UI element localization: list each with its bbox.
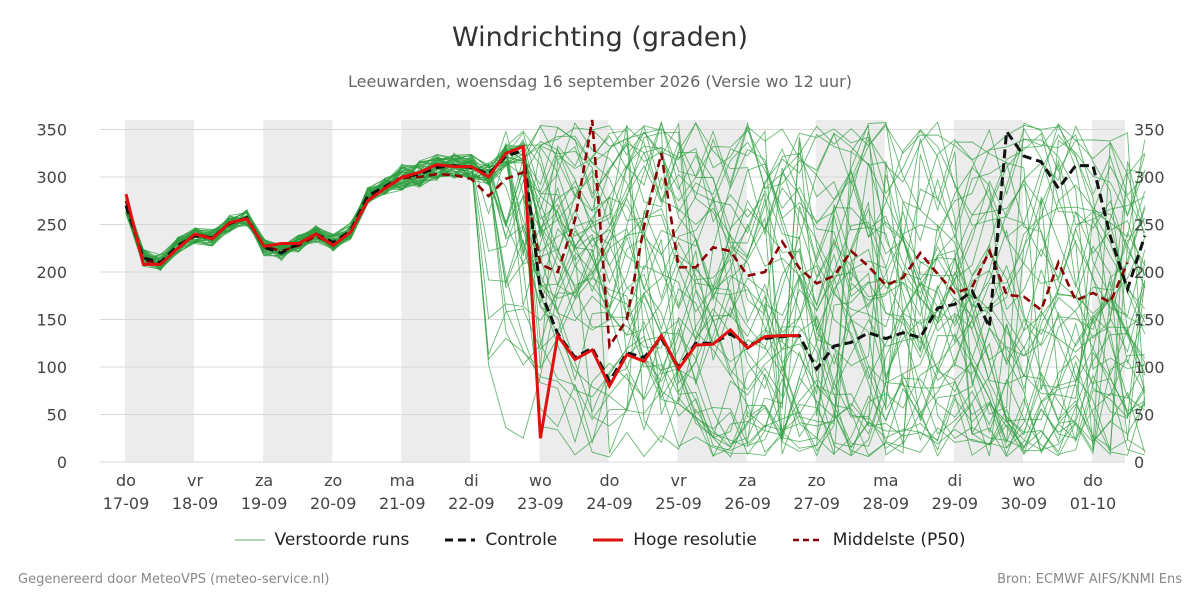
y-tick-label-left: 250	[36, 216, 67, 235]
x-tick-date: 01-10	[1070, 494, 1117, 513]
x-tick-day: za	[255, 471, 273, 490]
shade-17-09	[125, 120, 195, 462]
footer-generated-by: Gegenereerd door MeteoVPS (meteo-service…	[18, 572, 330, 587]
y-tick-label-right: 0	[1134, 453, 1144, 472]
ensemble-run-line	[125, 142, 1146, 443]
x-tick-date: 26-09	[724, 494, 771, 513]
grid-lines	[100, 129, 1125, 463]
x-tick-date: 29-09	[932, 494, 979, 513]
y-tick-label-right: 200	[1134, 263, 1165, 282]
x-tick-date: 17-09	[103, 494, 150, 513]
ensemble-run-line	[125, 145, 1146, 438]
main-series	[124, 119, 1147, 439]
x-tick-date: 19-09	[241, 494, 288, 513]
x-tick-day: do	[600, 471, 620, 490]
y-tick-label-right: 250	[1134, 216, 1165, 235]
chart-title: Windrichting (graden)	[451, 22, 749, 53]
legend-swatch-hires	[593, 538, 624, 542]
y-tick-label-left: 50	[47, 406, 67, 425]
x-tick-day: za	[739, 471, 757, 490]
y-tick-label-right: 100	[1134, 358, 1165, 377]
legend-label-hires: Hoge resolutie	[633, 530, 757, 550]
x-tick-day: di	[464, 471, 479, 490]
y-axis-right: 0 50 100 150 200 250 300 350	[1134, 121, 1165, 473]
series-median-line	[124, 119, 1129, 351]
x-tick-date: 24-09	[586, 494, 633, 513]
y-tick-label-left: 350	[36, 121, 67, 140]
x-tick-day: vr	[671, 471, 687, 490]
x-tick-day: di	[948, 471, 963, 490]
legend-label-control: Controle	[485, 530, 558, 550]
x-tick-date: 25-09	[655, 494, 702, 513]
x-axis: do 17-09 vr 18-09 za 19-09 zo 20-09 ma 21-09 di 22-…	[103, 471, 1116, 513]
x-tick-day: wo	[1012, 471, 1035, 490]
y-tick-label-left: 150	[36, 311, 67, 330]
y-axis-left: 0 50 100 150 200 250 300 350	[36, 121, 67, 473]
ensemble-run-line	[125, 124, 1146, 452]
x-tick-date: 21-09	[379, 494, 426, 513]
x-tick-day: zo	[324, 471, 342, 490]
ensemble-run-line	[125, 122, 1146, 458]
ensemble-run-line	[125, 129, 1146, 452]
x-tick-day: ma	[873, 471, 898, 490]
x-tick-date: 23-09	[517, 494, 564, 513]
legend-item-control: Controle	[445, 530, 557, 550]
y-tick-label-left: 100	[36, 358, 67, 377]
y-tick-label-left: 200	[36, 263, 67, 282]
legend-swatch-control	[445, 538, 476, 542]
x-tick-date: 22-09	[448, 494, 495, 513]
ensemble-run-line	[125, 160, 1146, 452]
footer-source: Bron: ECMWF AIFS/KNMI Ens	[997, 572, 1182, 587]
x-tick-day: do	[1083, 471, 1103, 490]
x-tick-date: 30-09	[1001, 494, 1048, 513]
ensemble-run-line	[125, 146, 1146, 457]
x-tick-day: zo	[808, 471, 826, 490]
legend-swatch-median	[792, 538, 823, 542]
x-tick-day: do	[116, 471, 136, 490]
x-tick-date: 20-09	[310, 494, 357, 513]
shade-19-09	[263, 120, 333, 462]
legend: Verstoorde runs Controle Hoge resolutie …	[0, 530, 1200, 550]
y-tick-label-right: 50	[1134, 406, 1154, 425]
legend-label-median: Middelste (P50)	[832, 530, 966, 550]
legend-label-ensemble: Verstoorde runs	[274, 530, 410, 550]
y-tick-label-left: 0	[57, 453, 67, 472]
x-tick-date: 27-09	[793, 494, 840, 513]
legend-swatch-ensemble	[234, 539, 265, 541]
x-tick-day: vr	[187, 471, 203, 490]
y-tick-label-left: 300	[36, 168, 67, 187]
y-tick-label-right: 300	[1134, 168, 1165, 187]
legend-item-hires: Hoge resolutie	[593, 530, 757, 550]
x-tick-date: 28-09	[863, 494, 910, 513]
y-tick-label-right: 150	[1134, 311, 1165, 330]
x-tick-day: wo	[529, 471, 552, 490]
legend-item-median: Middelste (P50)	[792, 530, 966, 550]
x-tick-day: ma	[390, 471, 415, 490]
series-control-line	[124, 127, 1147, 385]
chart-subtitle: Leeuwarden, woensdag 16 september 2026 (…	[348, 72, 852, 91]
y-tick-label-right: 350	[1134, 121, 1165, 140]
x-tick-date: 18-09	[172, 494, 219, 513]
ensemble-run-line	[125, 121, 1146, 455]
legend-item-ensemble: Verstoorde runs	[234, 530, 410, 550]
series-hires-line	[124, 144, 800, 439]
